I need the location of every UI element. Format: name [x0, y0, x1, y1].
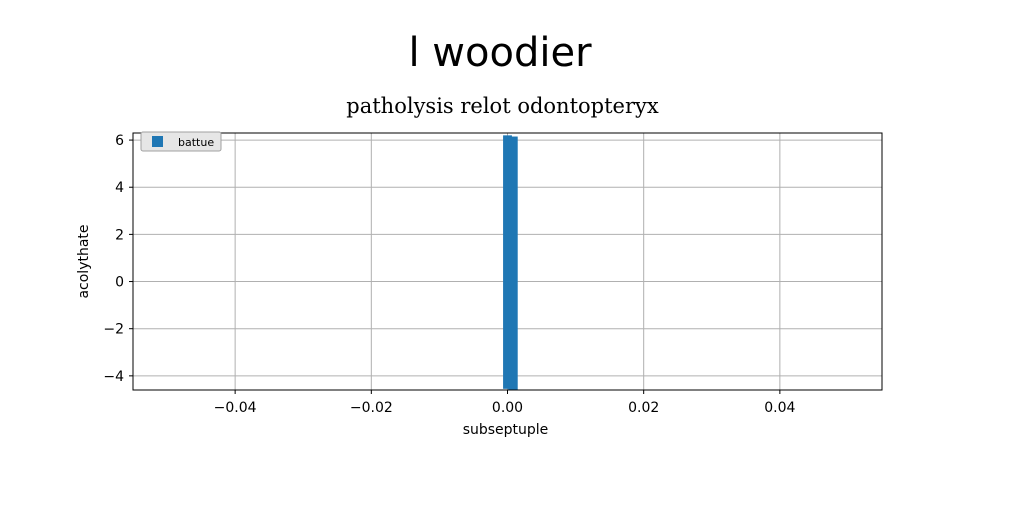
y-tick-label: −4: [103, 369, 124, 385]
y-tick-label: 2: [115, 227, 124, 243]
y-tick-label: 6: [115, 133, 124, 149]
y-axis-ticks: −4 −2 0 2 4 6: [103, 133, 133, 385]
y-tick-label: 4: [115, 180, 124, 196]
x-axis-ticks: −0.04 −0.02 0.00 0.02 0.04: [214, 390, 796, 416]
x-tick-label: −0.02: [350, 400, 393, 416]
y-tick-label: −2: [103, 322, 124, 338]
figure-title: l woodier: [408, 30, 592, 76]
chart-title: patholysis relot odontopteryx: [346, 94, 659, 118]
x-tick-label: −0.04: [214, 400, 257, 416]
x-tick-label: 0.04: [764, 400, 795, 416]
legend-swatch: [152, 136, 163, 147]
bar: [503, 135, 512, 389]
y-tick-label: 0: [115, 275, 124, 291]
bar-series: [503, 135, 518, 390]
legend: battue: [140, 131, 222, 152]
legend-label: battue: [178, 136, 214, 149]
x-axis-label: subseptuple: [463, 422, 549, 438]
y-axis-label: acolythate: [76, 224, 92, 298]
x-tick-label: 0.00: [492, 400, 523, 416]
x-tick-label: 0.02: [628, 400, 659, 416]
bar: [508, 136, 518, 390]
